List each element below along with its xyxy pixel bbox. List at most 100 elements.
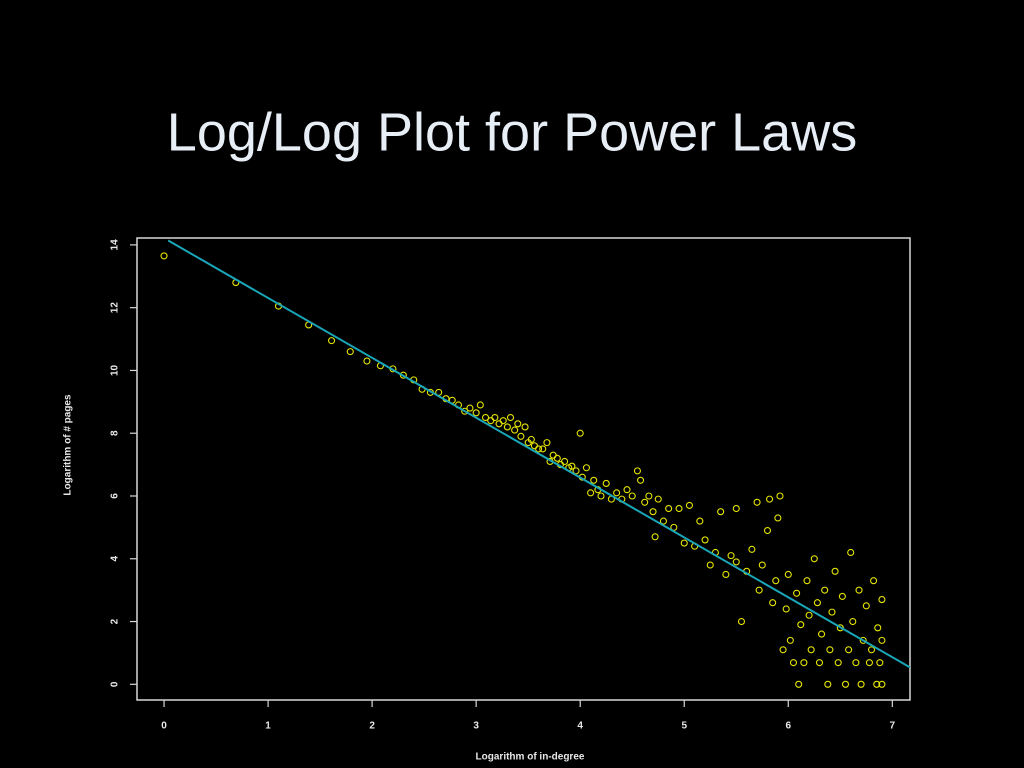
data-point: [568, 462, 576, 470]
data-point: [535, 445, 543, 453]
data-point: [633, 467, 641, 475]
data-point: [582, 464, 590, 472]
data-point: [758, 561, 766, 569]
data-point: [805, 611, 813, 619]
data-point: [867, 646, 876, 654]
data-point: [782, 605, 790, 613]
data-point: [576, 429, 584, 437]
data-point: [732, 558, 740, 566]
data-point: [572, 467, 580, 475]
slide-title: Log/Log Plot for Power Laws: [167, 102, 857, 162]
data-point: [737, 617, 746, 626]
data-point: [838, 592, 846, 600]
data-point: [769, 599, 777, 607]
data-point: [461, 407, 469, 415]
data-point: [602, 479, 610, 487]
data-point: [836, 624, 844, 632]
data-point: [675, 504, 683, 513]
data-point: [826, 646, 834, 654]
data-point: [597, 492, 605, 500]
data-point: [363, 357, 371, 365]
data-point: [506, 413, 515, 422]
data-point: [849, 617, 857, 626]
x-tick-label: 3: [473, 721, 479, 732]
data-point: [659, 517, 667, 525]
y-tick-label: 8: [110, 430, 121, 436]
data-point: [870, 577, 878, 585]
data-point: [878, 596, 886, 604]
data-point: [476, 401, 484, 409]
data-point: [628, 492, 636, 500]
data-point: [481, 413, 490, 422]
data-point: [855, 586, 863, 594]
data-point: [793, 589, 801, 597]
y-tick-label: 4: [110, 556, 121, 562]
data-point: [807, 646, 815, 654]
data-point: [511, 426, 519, 434]
y-axis-title: Logarithm of # pages: [63, 394, 74, 496]
data-point: [665, 504, 673, 513]
data-point: [701, 536, 709, 544]
data-point: [722, 570, 730, 579]
data-point: [623, 486, 631, 494]
data-point: [499, 417, 507, 425]
data-point: [696, 517, 704, 525]
data-point: [776, 492, 784, 500]
data-point: [561, 457, 569, 466]
data-point: [553, 454, 561, 462]
data-point: [800, 659, 808, 667]
data-point: [779, 646, 787, 654]
data-point: [514, 420, 522, 428]
data-point: [503, 423, 511, 431]
x-tick-label: 4: [577, 721, 583, 732]
data-point: [803, 577, 811, 585]
data-point: [732, 504, 740, 513]
data-point: [862, 602, 870, 610]
data-point: [748, 545, 756, 553]
data-point: [852, 659, 860, 667]
data-point: [821, 586, 829, 594]
data-point: [795, 680, 803, 688]
x-tick-label: 6: [785, 721, 791, 732]
data-point: [878, 680, 886, 688]
y-tick-label: 10: [110, 364, 121, 376]
data-point: [789, 659, 798, 667]
data-point: [651, 533, 659, 541]
data-point: [763, 526, 772, 535]
data-point: [878, 636, 886, 644]
data-point: [845, 646, 853, 654]
y-tick-label: 0: [110, 681, 121, 687]
data-point: [786, 636, 794, 644]
data-point: [828, 608, 836, 616]
y-tick-label: 14: [110, 239, 121, 251]
data-point: [784, 570, 792, 579]
data-point: [521, 423, 529, 431]
data-point: [706, 561, 714, 569]
data-point: [824, 680, 832, 688]
data-point: [810, 555, 818, 563]
data-point: [160, 252, 168, 260]
data-point: [491, 413, 499, 422]
data-point: [813, 599, 821, 607]
data-point: [517, 432, 525, 440]
data-point: [772, 577, 780, 585]
data-point: [328, 337, 336, 345]
data-point: [859, 636, 867, 644]
data-point: [717, 508, 725, 516]
data-point: [774, 514, 782, 522]
data-point: [727, 552, 735, 560]
data-point: [641, 498, 649, 506]
x-tick-label: 1: [265, 721, 271, 732]
y-tick-label: 12: [110, 302, 121, 314]
x-axis-title: Logarithm of in-degree: [476, 752, 585, 763]
plot-frame: [136, 237, 911, 701]
data-point: [865, 659, 873, 667]
data-point: [636, 476, 645, 484]
data-point: [466, 404, 474, 412]
x-tick-label: 5: [681, 721, 687, 732]
y-tick-label: 2: [110, 618, 121, 624]
data-point: [346, 348, 354, 356]
data-point: [818, 630, 826, 638]
